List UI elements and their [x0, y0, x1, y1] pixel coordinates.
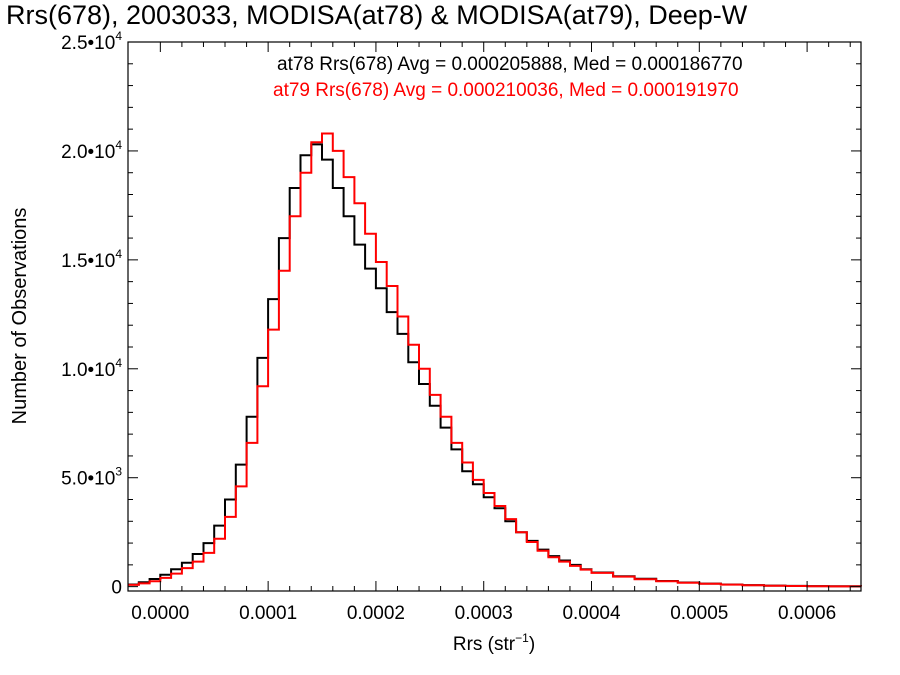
annotation-at79: at79 Rrs(678) Avg = 0.000210036, Med = 0… — [273, 80, 739, 101]
y-tick-label: 0 — [111, 578, 122, 599]
y-tick-label: 2.5•104 — [61, 29, 122, 54]
x-tick-label: 0.0005 — [670, 603, 728, 624]
x-axis-label: Rrs (str−1) — [453, 631, 535, 655]
x-axis-label-main: Rrs (str — [453, 634, 516, 655]
y-tick-label: 2.0•104 — [61, 138, 122, 163]
x-tick-label: 0.0002 — [347, 603, 405, 624]
plot-area: 0.0000 0.0001 0.0002 0.0003 0.0004 0.0005 0.00… — [61, 29, 862, 624]
y-tick-label: 5.0•103 — [61, 465, 122, 490]
x-axis: 0.0000 0.0001 0.0002 0.0003 0.0004 0.0005 0.00… — [131, 42, 851, 624]
plot-frame — [127, 41, 862, 592]
y-axis-label: Number of Observations — [9, 208, 31, 425]
x-tick-label: 0.0006 — [778, 603, 836, 624]
x-tick-label: 0.0000 — [131, 603, 189, 624]
series-layer — [128, 132, 862, 588]
x-axis-label-close: ) — [529, 634, 535, 655]
x-tick-label: 0.0004 — [562, 603, 621, 624]
chart-title: Rrs(678), 2003033, MODISA(at78) & MODISA… — [6, 0, 748, 30]
annotation-at78: at78 Rrs(678) Avg = 0.000205888, Med = 0… — [277, 54, 743, 75]
x-axis-label-sup: −1 — [515, 631, 529, 645]
series-at78-line — [128, 143, 862, 588]
series-at79-line — [128, 132, 862, 588]
x-tick-label: 0.0003 — [455, 603, 513, 624]
y-axis: 0 5.0•103 1.0•104 1.5•104 2.0•104 2.5•104 — [61, 29, 861, 599]
y-tick-label: 1.5•104 — [61, 247, 122, 272]
x-tick-label: 0.0001 — [239, 603, 297, 624]
y-tick-label: 1.0•104 — [61, 356, 122, 381]
